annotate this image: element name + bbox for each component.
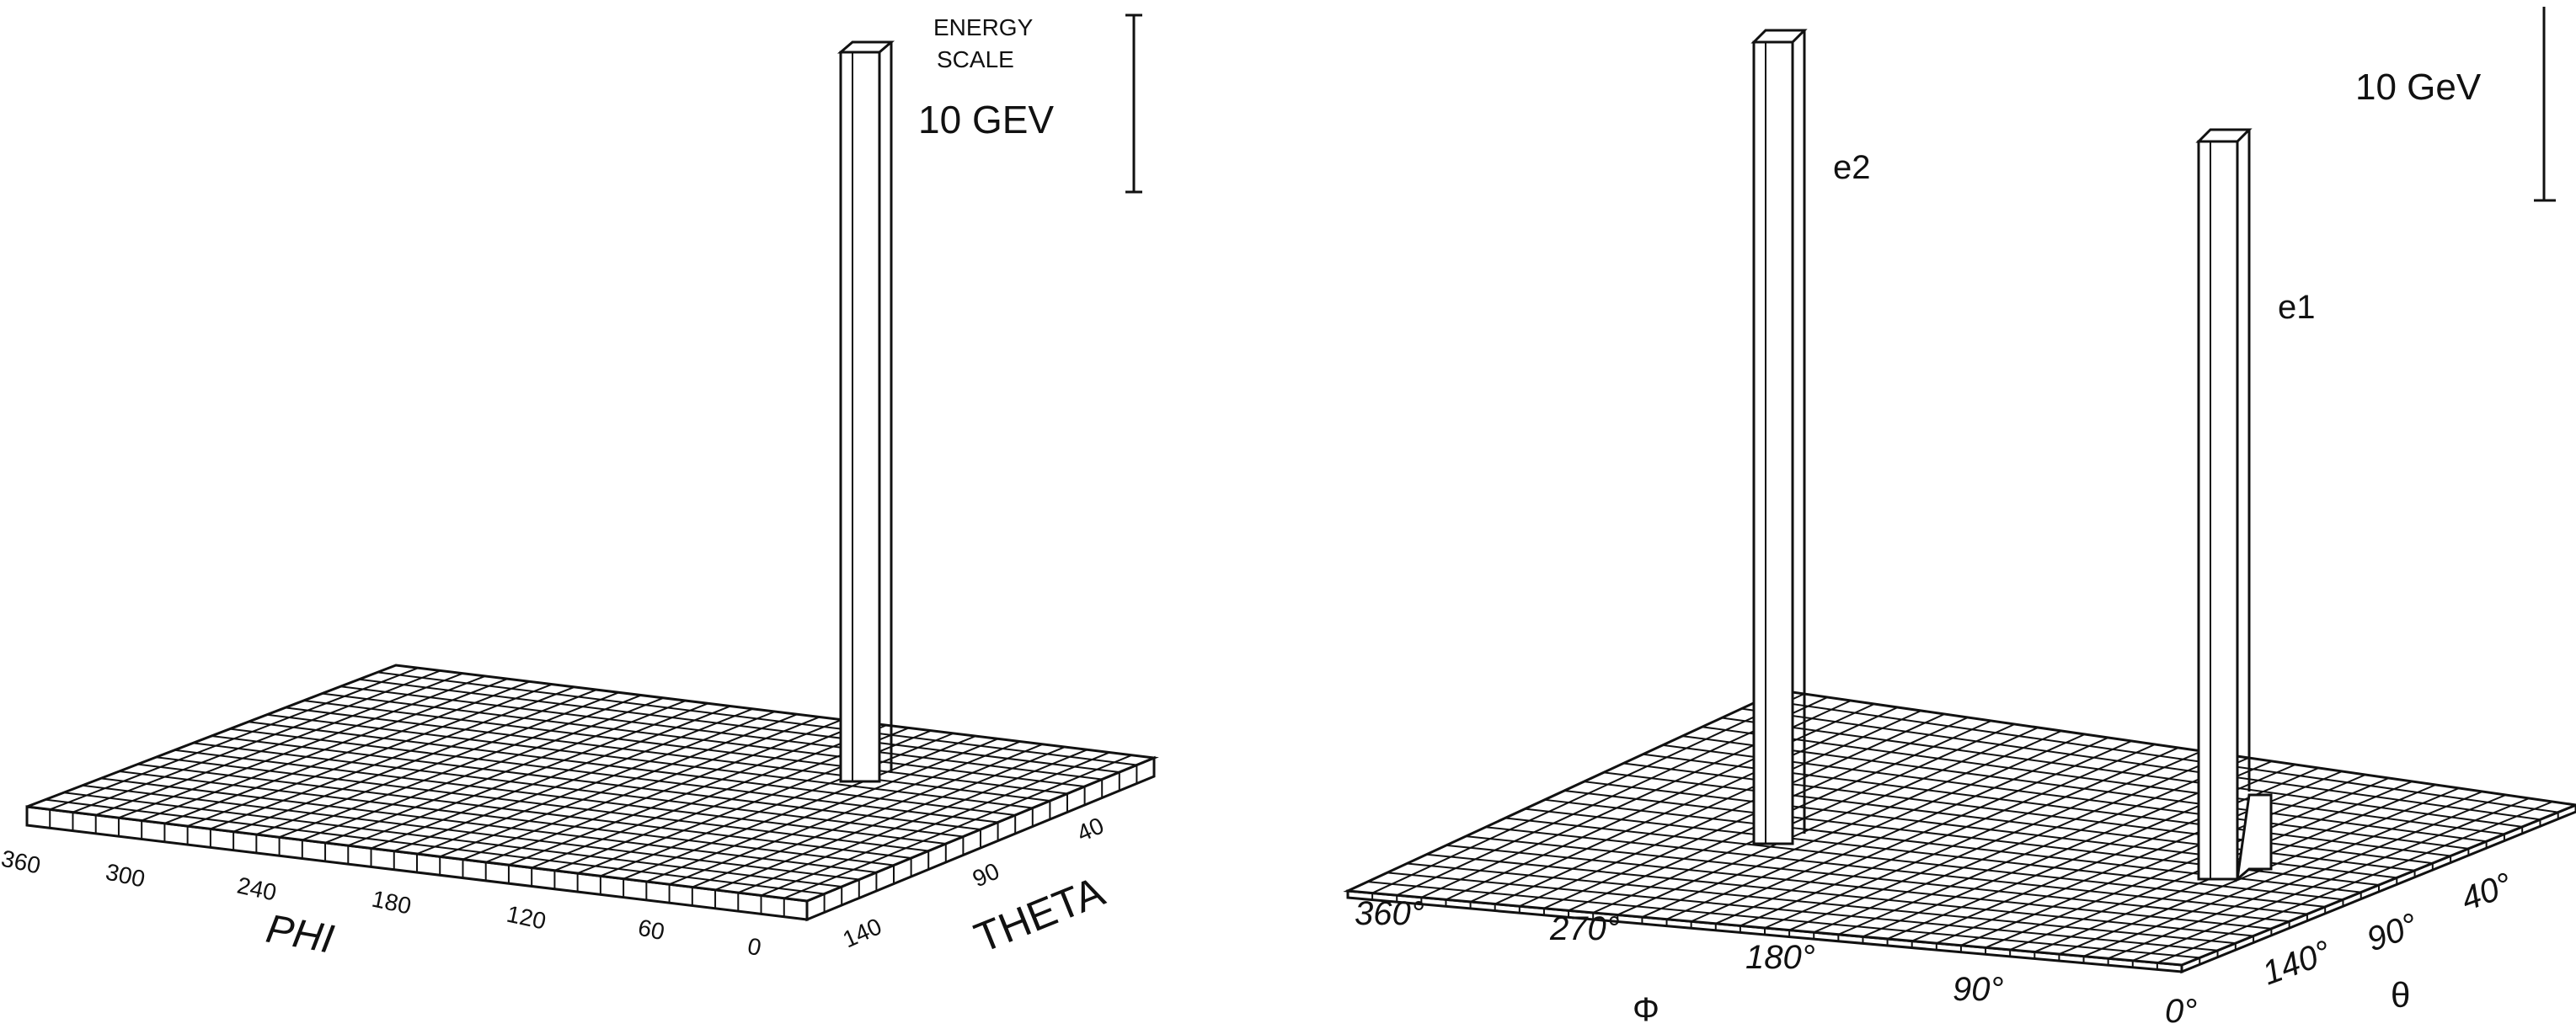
left-grid-theta-line [211, 735, 981, 830]
left-scale-title-line1: ENERGY [933, 14, 1034, 40]
left-theta-tick: 40 [1073, 812, 1108, 846]
left-grid-theta-line [285, 706, 1050, 802]
right-grid-theta-line [1466, 835, 2290, 923]
right-phi-tick: 90° [1953, 971, 2004, 1008]
right-theta-tick: 40° [2456, 866, 2517, 918]
left-lego-plot: ENERGY SCALE 10 GEV 360 300 240 180 120 … [0, 13, 1159, 962]
tower-label-e1: e1 [2278, 289, 2316, 326]
right-energy-tower-e2 [1750, 29, 1808, 845]
right-grid-theta-line [1485, 826, 2308, 915]
left-grid-theta-line [100, 777, 877, 873]
right-grid-top-surface [1343, 689, 2576, 967]
left-grid-theta-line [156, 756, 929, 852]
left-phi-tick: 180 [370, 886, 414, 920]
left-grid-theta-line [322, 692, 1085, 787]
right-grid-theta-line [1761, 698, 2558, 813]
left-grid-theta-line [45, 798, 825, 895]
left-theta-tick: 140 [839, 913, 885, 952]
left-grid-theta-line [248, 721, 1016, 816]
left-grid-theta-line [174, 749, 946, 845]
right-theta-axis-label: θ [2391, 975, 2410, 1015]
right-grid-theta-line [1406, 862, 2236, 945]
right-scale-value: 10 GeV [2355, 67, 2482, 108]
tower-label-e2: e2 [1833, 149, 1871, 186]
left-phi-tick: 360 [0, 845, 43, 879]
right-lego-plot: e2 e1 10 GeV 360° 270° 180° 90° 0° Φ 140… [1343, 7, 2576, 1029]
left-scale-value: 10 GEV [918, 98, 1054, 141]
right-energy-scale-bar [2534, 7, 2556, 202]
right-phi-tick: 360° [1355, 895, 1424, 932]
left-phi-tick: 120 [505, 901, 548, 935]
right-grid-theta-line [1446, 844, 2272, 930]
left-grid-theta-line [119, 770, 895, 866]
left-phi-tick: 0 [746, 933, 764, 962]
left-scale-title-line2: SCALE [937, 46, 1014, 72]
right-grid-theta-line [1702, 726, 2505, 835]
right-grid-theta-line [1682, 735, 2487, 843]
left-grid-theta-line [192, 742, 964, 838]
left-phi-tick: 300 [104, 859, 147, 893]
right-grid-theta-line [1721, 717, 2523, 828]
right-theta-tick: 140° [2258, 934, 2336, 993]
left-phi-tick: 60 [636, 914, 667, 946]
left-grid-theta-line [229, 728, 998, 824]
right-phi-tick: 0° [2165, 993, 2197, 1029]
left-theta-tick: 90 [969, 857, 1003, 892]
left-grid-theta-line [359, 678, 1120, 773]
right-grid-theta-line [1525, 808, 2344, 901]
right-grid-theta-line [1426, 853, 2254, 937]
left-energy-tower [836, 40, 895, 783]
left-grid-theta-line [82, 784, 859, 881]
left-grid-theta-line [137, 763, 911, 859]
right-grid-theta-line [1387, 872, 2218, 952]
right-grid-theta-line [1367, 881, 2200, 959]
left-phi-axis-label: PHI [263, 907, 337, 962]
right-phi-tick: 180° [1745, 939, 1815, 976]
left-grid-theta-line [63, 792, 842, 888]
right-phi-axis-label: Φ [1633, 991, 1659, 1028]
right-theta-tick: 90° [2362, 906, 2423, 958]
right-grid-theta-line [1741, 707, 2541, 821]
left-grid-theta-line [266, 713, 1033, 809]
left-grid-theta-line [303, 700, 1068, 795]
right-calorimeter-grid [1343, 689, 2576, 974]
right-energy-tower-e1 [2195, 128, 2273, 882]
left-phi-tick: 240 [235, 872, 279, 906]
right-grid-theta-line [1504, 817, 2326, 908]
right-grid-theta-line [1603, 771, 2415, 872]
left-grid-theta-line [377, 671, 1137, 766]
left-grid-theta-line [340, 685, 1103, 781]
right-grid-theta-line [1662, 744, 2469, 850]
right-phi-tick: 270° [1549, 910, 1620, 947]
left-energy-scale-bar [1125, 13, 1142, 194]
